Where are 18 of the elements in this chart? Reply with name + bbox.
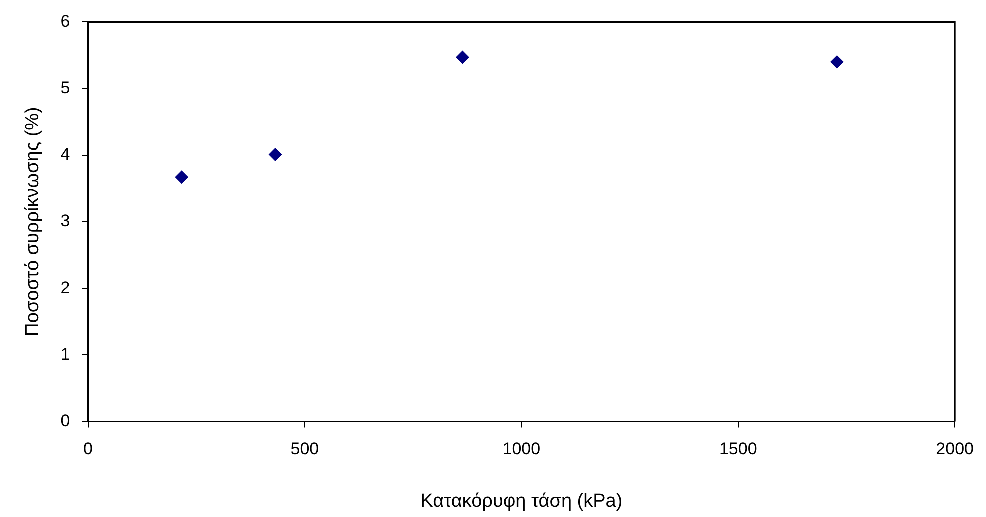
x-tick-label: 0 [84,440,93,459]
y-tick-label: 3 [60,212,70,231]
y-tick-label: 1 [60,344,70,364]
y-tick-label: 5 [60,78,70,98]
x-tick-label: 500 [290,440,320,459]
point [456,51,470,64]
point [268,148,282,162]
y-axis-title: Ποσοστό συρρίκνωσης (%) [22,107,44,337]
x-axis-title: Κατακόρυφη τάση (kPa) [420,490,623,512]
y-tick-label: 0 [60,411,70,430]
x-tick-label: 1000 [502,440,541,459]
point [830,56,844,69]
point [175,170,188,184]
x-tick-label: 2000 [936,440,974,459]
x-tick-label: 1500 [719,440,758,459]
y-tick-label: 6 [60,12,70,31]
y-tick-label: 4 [60,145,70,164]
y-tick-label: 2 [60,278,70,298]
